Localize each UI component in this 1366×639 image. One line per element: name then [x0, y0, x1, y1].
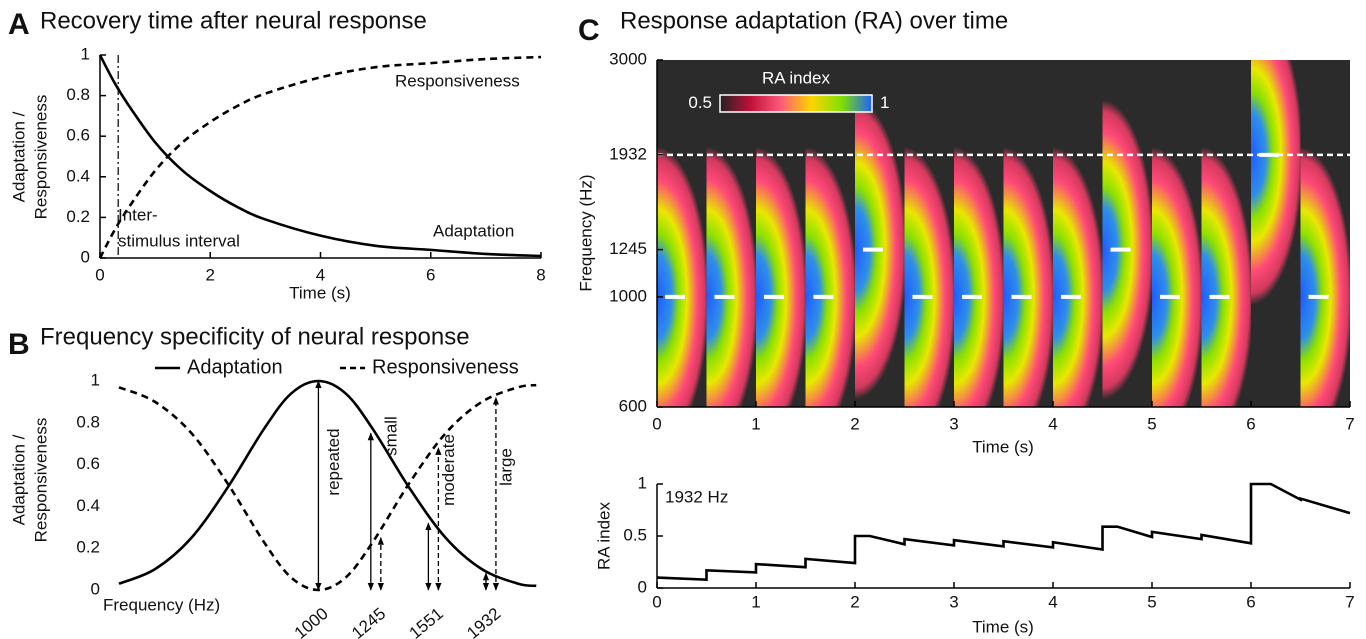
x-tick-label: 1551	[406, 604, 447, 639]
y-axis-label: Adaptation /	[9, 111, 28, 202]
x-tick-label: 3	[949, 592, 958, 611]
heatmap-column	[706, 146, 756, 407]
y-axis-label: Frequency (Hz)	[576, 174, 595, 291]
x-tick-label: 6	[1246, 592, 1255, 611]
x-tick-label: 3	[949, 414, 958, 433]
colorbar-tick-label: 1	[880, 93, 889, 112]
y-tick-label: 0	[91, 579, 100, 598]
y-tick-label: 0.6	[76, 454, 100, 473]
x-axis-label: Time (s)	[972, 437, 1034, 456]
heatmap-column	[1152, 146, 1202, 407]
x-tick-label: 0	[652, 592, 661, 611]
interval-label: Inter-	[118, 205, 158, 224]
heatmap-column	[1300, 146, 1350, 407]
y-tick-label: 0.6	[66, 126, 90, 145]
colorbar	[719, 94, 873, 113]
panel-title: Frequency specificity of neural response	[40, 323, 470, 350]
y-tick-label: 1	[638, 473, 647, 492]
y-tick-label: 1932	[609, 144, 647, 163]
heatmap-column	[805, 146, 855, 407]
panel-letter: A	[8, 8, 30, 41]
x-axis-label: Time (s)	[972, 617, 1034, 636]
x-tick-label: 1932	[463, 604, 504, 639]
x-tick-label: 1245	[348, 604, 389, 639]
heatmap-column	[1003, 146, 1053, 407]
y-tick-label: 0.2	[66, 207, 90, 226]
y-tick-label: 0	[638, 577, 647, 596]
x-tick-label: 8	[536, 265, 545, 284]
y-tick-label: 0.8	[76, 412, 100, 431]
marker-label: small	[381, 416, 400, 456]
series-line	[118, 383, 537, 592]
x-tick-label: 0	[652, 414, 661, 433]
x-tick-label: 6	[1246, 414, 1255, 433]
y-tick-label: 1	[81, 44, 90, 63]
heatmap-column	[1201, 146, 1251, 407]
heatmap-column	[904, 146, 954, 407]
x-tick-label: 2	[206, 265, 215, 284]
x-tick-label: 1	[751, 592, 760, 611]
series-line	[118, 379, 537, 588]
marker-label: large	[496, 448, 515, 486]
y-tick-label: 0	[81, 247, 90, 266]
x-axis-label: Time (s)	[289, 283, 351, 302]
x-tick-label: 0	[95, 265, 104, 284]
x-tick-label: 2	[850, 414, 859, 433]
x-tick-label: 5	[1147, 592, 1156, 611]
x-tick-label: 4	[1048, 414, 1057, 433]
series-label: 1932 Hz	[665, 487, 728, 506]
x-tick-label: 5	[1147, 414, 1156, 433]
series-label: Adaptation	[433, 221, 514, 240]
interval-label: stimulus interval	[118, 231, 240, 250]
y-axis-label: RA index	[594, 501, 613, 570]
legend-label: Responsiveness	[372, 356, 519, 378]
x-tick-label: 1	[751, 414, 760, 433]
heatmap-columns	[657, 60, 1350, 407]
x-tick-label: 7	[1345, 592, 1354, 611]
y-tick-label: 0.4	[76, 496, 100, 515]
marker-label: moderate	[439, 434, 458, 506]
panel-title: Response adaptation (RA) over time	[620, 7, 1008, 34]
y-axis-label: Adaptation /	[9, 434, 28, 525]
y-tick-label: 0.2	[76, 538, 100, 557]
y-tick-label: 0.4	[66, 166, 90, 185]
y-tick-label: 3000	[609, 49, 647, 68]
series-line	[98, 54, 542, 258]
y-tick-label: 1245	[609, 239, 647, 258]
heatmap-column	[756, 146, 806, 407]
y-tick-label: 0.5	[623, 525, 647, 544]
heatmap-column	[1053, 146, 1103, 407]
x-tick-label: 2	[850, 592, 859, 611]
heatmap-column	[1251, 60, 1301, 305]
x-tick-label: 4	[316, 265, 325, 284]
series-line	[98, 55, 542, 259]
marker-label: repeated	[324, 428, 343, 495]
heatmap-column	[954, 146, 1004, 407]
x-tick-label: 4	[1048, 592, 1057, 611]
x-axis-label: Frequency (Hz)	[103, 595, 220, 614]
colorbar-tick-label: 0.5	[688, 93, 712, 112]
y-axis-label: Responsiveness	[31, 95, 50, 220]
panel-letter: C	[578, 14, 600, 47]
x-tick-label: 1000	[291, 604, 332, 639]
y-tick-label: 600	[619, 396, 647, 415]
colorbar-label: RA index	[762, 68, 831, 87]
y-axis-label: Responsiveness	[31, 418, 50, 543]
panel-title: Recovery time after neural response	[40, 7, 427, 34]
x-tick-label: 6	[426, 265, 435, 284]
y-tick-label: 0.8	[66, 85, 90, 104]
heatmap-column	[657, 146, 707, 407]
series-line	[656, 482, 1351, 582]
x-tick-label: 7	[1345, 414, 1354, 433]
y-tick-label: 1	[91, 370, 100, 389]
legend-label: Adaptation	[187, 356, 283, 378]
panel-letter: B	[8, 328, 30, 361]
y-tick-label: 1000	[609, 286, 647, 305]
series-label: Responsiveness	[395, 71, 520, 90]
